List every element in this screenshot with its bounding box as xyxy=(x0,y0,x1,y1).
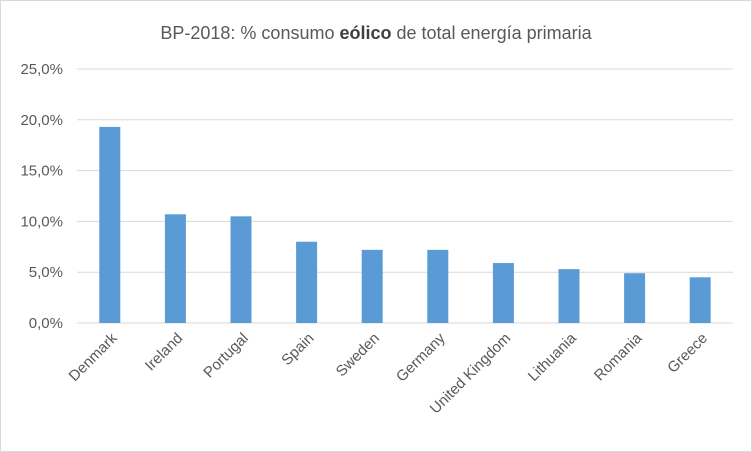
chart-title-suffix: de total energía primaria xyxy=(392,23,593,43)
bar-spain xyxy=(296,241,318,323)
x-category-label: Lithuania xyxy=(525,329,581,385)
bars xyxy=(99,126,711,323)
y-tick-label: 5,0% xyxy=(29,264,63,281)
x-category-label: Greece xyxy=(664,330,711,377)
x-category-label: Germany xyxy=(393,329,449,385)
chart-title-emphasis: eólico xyxy=(339,23,391,43)
chart-title: BP-2018: % consumo eólico de total energ… xyxy=(160,23,592,43)
chart-title-prefix: BP-2018: % consumo xyxy=(160,23,339,43)
y-tick-label: 10,0% xyxy=(20,213,63,230)
x-category-label: Ireland xyxy=(142,330,186,374)
bar-lithuania xyxy=(558,269,580,323)
y-tick-label: 20,0% xyxy=(20,112,63,129)
bar-denmark xyxy=(99,126,121,323)
bar-ireland xyxy=(164,214,186,323)
x-category-label: Spain xyxy=(278,330,317,369)
bar-greece xyxy=(689,277,711,323)
x-axis-categories: Denmark Ireland Portugal Spain Sweden Germany… xyxy=(66,329,711,417)
y-tick-label: 0,0% xyxy=(29,315,63,332)
bar-sweden xyxy=(361,249,383,323)
y-tick-label: 25,0% xyxy=(20,61,63,78)
x-category-label: Sweden xyxy=(333,330,383,380)
x-category-label: Denmark xyxy=(66,329,121,384)
bar-united-kingdom xyxy=(492,263,514,323)
y-axis-ticks: 0,0% 5,0% 10,0% 15,0% 20,0% 25,0% xyxy=(20,61,63,332)
bar-germany xyxy=(427,249,449,323)
bar-portugal xyxy=(230,216,252,323)
x-category-label: Portugal xyxy=(200,330,252,382)
bar-romania xyxy=(624,273,646,323)
y-tick-label: 15,0% xyxy=(20,163,63,180)
x-category-label: Romania xyxy=(591,329,646,384)
gridlines xyxy=(77,68,733,324)
